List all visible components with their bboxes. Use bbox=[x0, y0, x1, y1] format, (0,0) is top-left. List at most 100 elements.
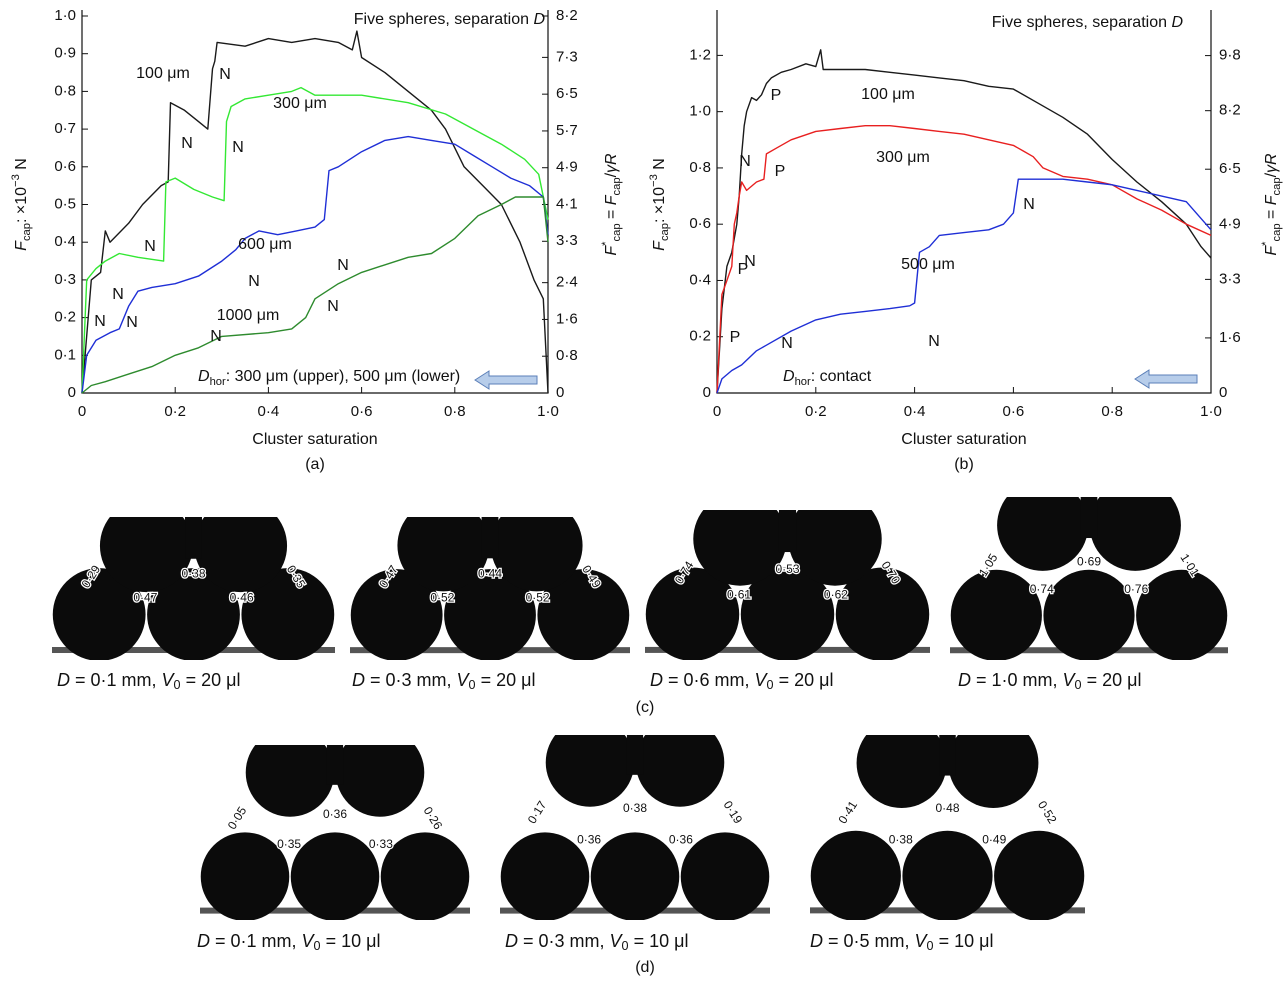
axis-frame bbox=[81, 10, 549, 394]
sphere bbox=[693, 510, 787, 586]
y-tick-label: 0·9 bbox=[54, 45, 76, 62]
annotation: N bbox=[248, 273, 260, 290]
series-line bbox=[81, 30, 549, 394]
series-label: 100 μm bbox=[861, 86, 915, 103]
annotation: N bbox=[1023, 196, 1035, 213]
x-tick-label: 0·6 bbox=[351, 403, 373, 420]
sphere bbox=[545, 735, 635, 807]
series-line bbox=[716, 178, 1212, 394]
text-part: V bbox=[610, 931, 624, 951]
text-part: γR bbox=[1263, 153, 1280, 173]
sphere bbox=[99, 517, 193, 593]
y-tick-label: 0·1 bbox=[54, 346, 76, 363]
meniscus-label: 0·36 bbox=[323, 807, 347, 821]
chart: 0 0·2 0·4 0·6 0·8 1·0 0 0·1 0·2 0·3 0·4 0·5 0·6 0·7 0·… bbox=[10, 7, 623, 473]
text-part: D bbox=[198, 368, 210, 385]
text-part: hor bbox=[210, 376, 226, 388]
meniscus-label: 0·76 bbox=[1124, 582, 1148, 596]
annotation: P bbox=[775, 163, 786, 180]
x-tick-label: 0·6 bbox=[1003, 403, 1025, 420]
note: Five spheres, separation D bbox=[354, 11, 546, 28]
series-line bbox=[81, 135, 549, 394]
sphere bbox=[490, 517, 583, 592]
photo bbox=[52, 517, 335, 660]
liquid-bridge bbox=[1080, 497, 1098, 539]
text-part: D bbox=[57, 670, 70, 690]
annotation: P bbox=[730, 329, 741, 346]
y2-axis-label: F*cap = Fcap/γR bbox=[1260, 153, 1283, 256]
text-part: D bbox=[1171, 14, 1183, 31]
text-part: = 20 μl bbox=[181, 670, 241, 690]
y-tick-label: 0·6 bbox=[54, 158, 76, 175]
liquid-bridge bbox=[778, 510, 797, 553]
text-part: V bbox=[1063, 670, 1077, 690]
y2-tick-label: 9·8 bbox=[1219, 47, 1241, 64]
annotation: N bbox=[928, 333, 940, 350]
condition: Dhor: contact bbox=[783, 368, 872, 388]
y2-tick-label: 6·5 bbox=[1219, 160, 1241, 177]
meniscus-label: 0·61 bbox=[727, 588, 751, 602]
x-tick-label: 0·2 bbox=[164, 403, 186, 420]
y2-tick-label: 6·5 bbox=[556, 85, 578, 102]
series-label: 1000 μm bbox=[217, 307, 280, 324]
panel-caption: (d) bbox=[635, 959, 655, 976]
text-part: V bbox=[755, 670, 769, 690]
sphere bbox=[290, 832, 380, 920]
sphere bbox=[1089, 497, 1181, 571]
text-part: 0 bbox=[469, 678, 476, 692]
text-part: V bbox=[302, 931, 316, 951]
annotation: N bbox=[744, 253, 756, 270]
sphere bbox=[994, 830, 1085, 920]
photo bbox=[200, 745, 470, 920]
text-part: F bbox=[603, 245, 620, 256]
text-part: D bbox=[533, 11, 545, 28]
text-part: = 0·1 mm, bbox=[210, 931, 302, 951]
y2-tick-label: 3·3 bbox=[556, 232, 578, 249]
text-part: F bbox=[603, 194, 620, 205]
panel-caption: (a) bbox=[305, 456, 325, 473]
y-tick-label: 0·2 bbox=[689, 328, 711, 345]
photo-caption: D = 0·3 mm, V0 = 10 μl bbox=[505, 931, 688, 954]
y-tick-label: 0·7 bbox=[54, 120, 76, 137]
annotation: N bbox=[112, 286, 124, 303]
sphere bbox=[1136, 569, 1228, 660]
sphere bbox=[380, 832, 470, 920]
annotation: N bbox=[327, 298, 339, 315]
text-part: 0 bbox=[1075, 678, 1082, 692]
y-axis-label: Fcap: ×10−3 N bbox=[648, 158, 671, 251]
y-tick-label: 1·0 bbox=[689, 103, 711, 120]
annotation: N bbox=[144, 238, 156, 255]
text-part: Five spheres, separation bbox=[354, 11, 534, 28]
annotation: N bbox=[94, 313, 106, 330]
photo bbox=[500, 735, 770, 920]
sphere bbox=[500, 832, 590, 920]
annotation: N bbox=[739, 153, 751, 170]
y2-tick-label: 3·3 bbox=[1219, 270, 1241, 287]
meniscus-label: 0·44 bbox=[478, 566, 502, 580]
text-part: cap bbox=[611, 223, 623, 241]
x-tick-label: 0·4 bbox=[258, 403, 280, 420]
text-part: hor bbox=[795, 376, 811, 388]
y2-tick-label: 1·6 bbox=[1219, 329, 1241, 346]
x-tick-label: 0·4 bbox=[904, 403, 926, 420]
meniscus-label: 0·38 bbox=[889, 833, 913, 847]
meniscus-label: 0·35 bbox=[277, 837, 301, 851]
sphere bbox=[788, 510, 882, 586]
y2-tick-label: 5·7 bbox=[556, 122, 578, 139]
photo-caption: D = 1·0 mm, V0 = 20 μl bbox=[958, 670, 1141, 693]
photo-caption: D = 0·3 mm, V0 = 20 μl bbox=[352, 670, 535, 693]
sphere bbox=[52, 568, 146, 660]
series-line bbox=[81, 86, 549, 394]
sphere bbox=[645, 567, 740, 660]
y2-tick-label: 8·2 bbox=[556, 7, 578, 24]
text-part: cap bbox=[21, 223, 33, 241]
series-line bbox=[716, 125, 1212, 394]
text-part: 0 bbox=[622, 939, 629, 953]
meniscus-label: 0·52 bbox=[430, 591, 454, 605]
x-tick-label: 0·8 bbox=[1101, 403, 1123, 420]
annotation: N bbox=[181, 135, 193, 152]
text-part: D bbox=[505, 931, 518, 951]
y-axis-label: Fcap: ×10−3 N bbox=[10, 158, 33, 251]
sphere bbox=[350, 569, 443, 660]
series-label: 300 μm bbox=[273, 95, 327, 112]
